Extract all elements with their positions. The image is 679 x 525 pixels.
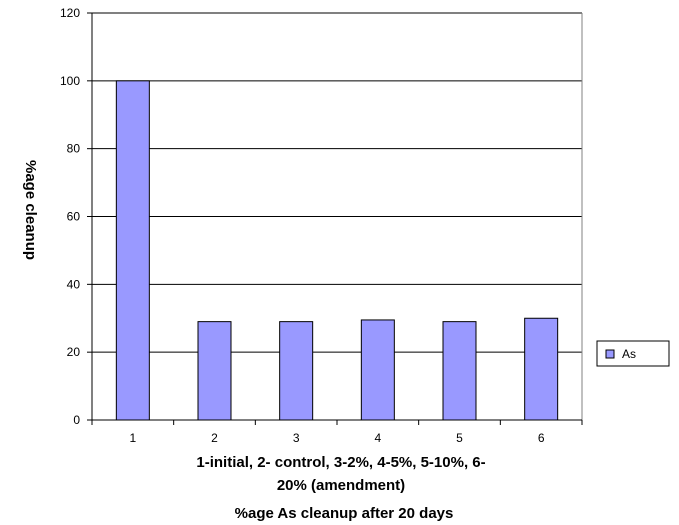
bars bbox=[115, 80, 559, 421]
x-axis-title-line-1: 1-initial, 2- control, 3-2%, 4-5%, 5-10%… bbox=[196, 454, 485, 471]
y-tick-label-2: 40 bbox=[67, 277, 81, 291]
y-tick-label-6: 120 bbox=[60, 6, 80, 20]
x-axis-title-line-2: 20% (amendment) bbox=[277, 477, 405, 494]
bar-6 bbox=[524, 317, 559, 421]
y-tick-label-5: 100 bbox=[60, 74, 80, 88]
chart-caption: %age As cleanup after 20 days bbox=[235, 505, 454, 522]
x-tick-label-2: 2 bbox=[211, 431, 218, 445]
y-tick-label-1: 20 bbox=[67, 345, 81, 359]
x-tick-labels: 1 2 3 4 5 6 bbox=[129, 431, 544, 445]
x-tick-label-6: 6 bbox=[538, 431, 545, 445]
bar-2 bbox=[197, 321, 232, 421]
y-tick-label-4: 80 bbox=[67, 142, 81, 156]
y-tick-label-3: 60 bbox=[67, 210, 81, 224]
legend-label: As bbox=[622, 347, 636, 361]
legend: As bbox=[596, 340, 670, 367]
x-tick-label-1: 1 bbox=[129, 431, 136, 445]
y-tick-labels: 0 20 40 60 80 100 120 bbox=[60, 6, 80, 427]
y-axis-title: %age cleanup bbox=[22, 160, 39, 260]
bar-1 bbox=[115, 80, 150, 421]
x-tick-label-4: 4 bbox=[374, 431, 381, 445]
legend-swatch bbox=[605, 349, 615, 359]
bar-4 bbox=[360, 319, 395, 421]
x-tick-label-5: 5 bbox=[456, 431, 463, 445]
x-tick-label-3: 3 bbox=[293, 431, 300, 445]
bar-3 bbox=[279, 321, 314, 421]
y-tick-label-0: 0 bbox=[73, 413, 80, 427]
axes bbox=[87, 12, 583, 425]
gridlines bbox=[92, 12, 583, 420]
bar-5 bbox=[442, 321, 477, 421]
